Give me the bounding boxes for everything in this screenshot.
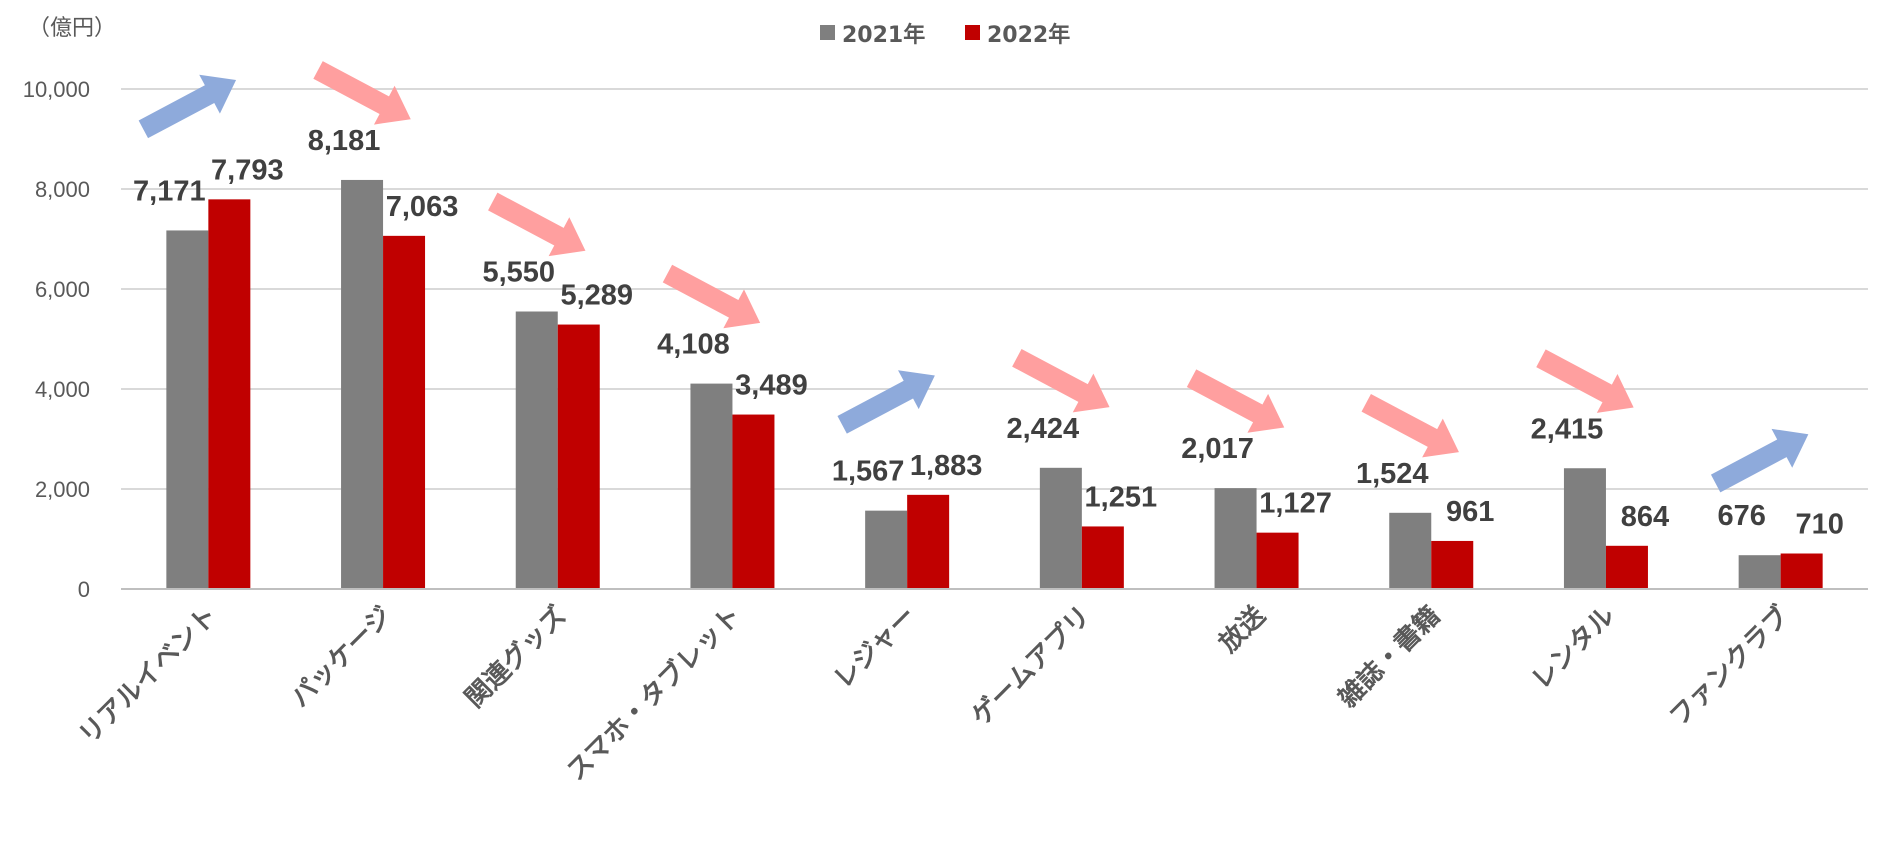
y-tick-label: 4,000 [35, 377, 90, 402]
data-label: 8,181 [308, 125, 381, 157]
data-label: 1,567 [832, 456, 905, 488]
data-label: 7,171 [133, 175, 206, 207]
data-label: 1,524 [1356, 458, 1429, 490]
bar-2021 [1389, 512, 1432, 589]
data-label: 1,883 [910, 450, 983, 482]
bar-2022 [1780, 553, 1823, 589]
trend-down-arrow-icon [1361, 393, 1459, 458]
category-label: 関連グッズ [459, 600, 573, 714]
bar-2022 [1605, 545, 1648, 589]
category-label: ゲームアプリ [966, 601, 1097, 732]
data-label: 1,251 [1085, 481, 1158, 513]
category-label: ファンクラブ [1663, 600, 1795, 732]
trend-up-arrow-icon [1710, 428, 1809, 493]
y-tick-label: 10,000 [23, 77, 90, 102]
unit-label: （億円） [28, 16, 116, 41]
legend-swatch [965, 25, 980, 40]
data-label: 7,793 [211, 154, 284, 186]
category-label: スマホ・タブレット [561, 600, 748, 787]
data-label: 7,063 [386, 191, 459, 223]
bar-2022 [557, 324, 600, 589]
category-label: パッケージ [285, 601, 398, 714]
bar-2021 [865, 510, 908, 589]
data-label: 3,489 [735, 370, 808, 402]
bar-2022 [383, 235, 426, 589]
trend-down-arrow-icon [1186, 369, 1285, 433]
trend-up-arrow-icon [837, 370, 935, 434]
bar-2022 [1256, 532, 1299, 589]
bar-2021 [1738, 555, 1781, 589]
data-label: 2,415 [1531, 413, 1604, 445]
trend-down-arrow-icon [313, 61, 411, 125]
category-label: 放送 [1212, 600, 1271, 659]
legend-label: 2021年 [842, 22, 925, 48]
bar-2022 [1081, 526, 1124, 589]
bar-2021 [690, 383, 733, 589]
data-label: 2,424 [1007, 413, 1080, 445]
bar-2022 [907, 494, 950, 589]
bar-2021 [1039, 467, 1082, 589]
bar-2022 [732, 414, 775, 589]
data-label: 1,127 [1259, 488, 1332, 520]
bar-2021 [1563, 468, 1606, 589]
data-label: 5,550 [482, 257, 555, 289]
bar-2021 [341, 179, 384, 589]
bar-2022 [1431, 540, 1474, 589]
trend-up-arrow-icon [138, 74, 237, 139]
data-label: 676 [1717, 500, 1765, 532]
y-tick-label: 8,000 [35, 177, 90, 202]
data-label: 710 [1795, 509, 1843, 541]
data-label: 5,289 [560, 280, 633, 312]
trend-down-arrow-icon [1536, 349, 1634, 413]
y-tick-label: 6,000 [35, 277, 90, 302]
y-tick-label: 0 [78, 577, 90, 602]
data-label: 2,017 [1181, 433, 1254, 465]
category-label: レジャー [828, 601, 922, 695]
trend-down-arrow-icon [662, 264, 761, 329]
legend-label: 2022年 [987, 22, 1070, 48]
legend-swatch [820, 25, 835, 40]
data-label: 4,108 [657, 329, 730, 361]
bar-2021 [1214, 488, 1257, 589]
bar-2022 [208, 199, 251, 589]
trend-down-arrow-icon [1012, 348, 1110, 413]
bar-2021 [166, 230, 209, 589]
category-label: リアルイベント [74, 601, 224, 751]
category-label: レンタル [1526, 601, 1621, 696]
category-label: 雑誌・書籍 [1332, 600, 1447, 715]
trend-down-arrow-icon [488, 192, 586, 257]
y-tick-label: 2,000 [35, 477, 90, 502]
data-label: 864 [1621, 501, 1669, 533]
bar-2021 [515, 311, 558, 589]
data-label: 961 [1446, 496, 1494, 528]
